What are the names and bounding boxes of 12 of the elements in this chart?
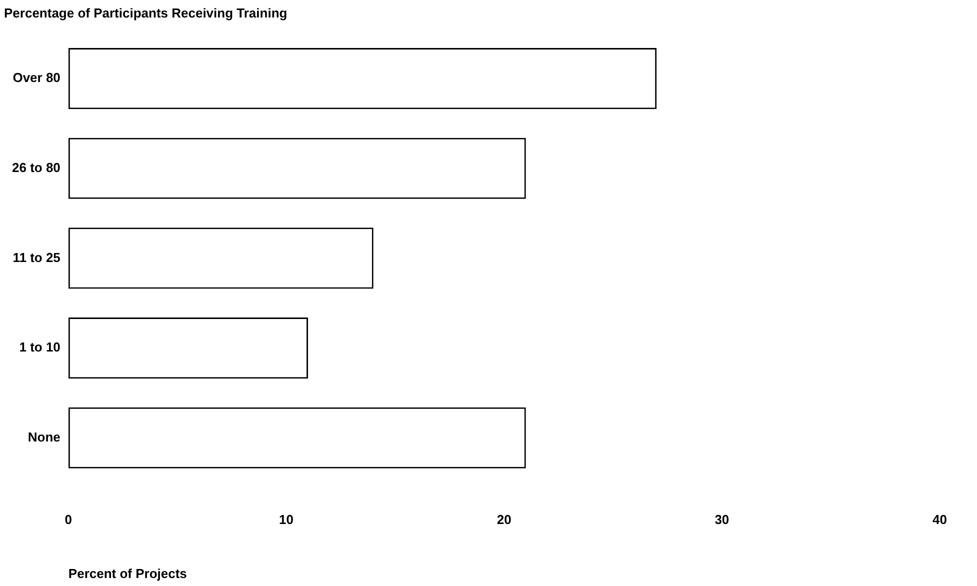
x-tick-label: 30 [714, 512, 730, 528]
y-tick-label: 26 to 80 [12, 160, 60, 175]
x-axis-title: Percent of Projects [68, 566, 187, 581]
x-tick-label: 0 [64, 512, 72, 528]
x-tick-label: 10 [279, 512, 294, 528]
y-tick-label: None [28, 429, 60, 444]
y-tick-label: 11 to 25 [12, 250, 60, 265]
x-tick-label: 20 [496, 512, 512, 528]
y-tick-label: Over 80 [12, 70, 60, 86]
x-tick-label: 40 [932, 512, 948, 528]
y-tick-label: 1 to 10 [19, 340, 60, 355]
chart-title: Percentage of Participants Receiving Training [4, 5, 288, 20]
